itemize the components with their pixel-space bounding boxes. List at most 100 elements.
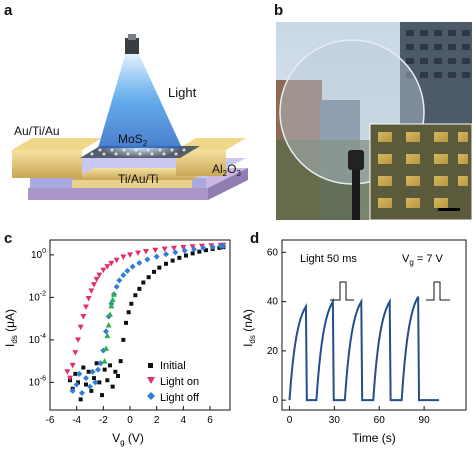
data-point xyxy=(104,264,111,270)
data-point xyxy=(129,301,134,306)
data-point xyxy=(197,249,202,254)
data-point xyxy=(163,251,169,258)
y-axis-label-sub: ds xyxy=(248,335,257,343)
data-point xyxy=(84,382,88,387)
data-point xyxy=(181,247,188,254)
data-point xyxy=(96,272,103,279)
data-point xyxy=(69,362,76,369)
dielectric-label-sub1: 2 xyxy=(223,169,228,178)
data-point xyxy=(146,275,151,280)
data-point xyxy=(69,387,76,394)
dielectric-label-sub2: 3 xyxy=(236,169,241,178)
data-point xyxy=(190,251,195,256)
panel-label-d: d xyxy=(250,230,260,247)
optical-fiber-tip xyxy=(128,34,136,40)
data-point xyxy=(200,245,207,252)
channel-label-main: MoS xyxy=(118,132,143,146)
data-point xyxy=(116,374,120,378)
panel-label-b: b xyxy=(274,2,284,19)
channel-label-sub: 2 xyxy=(143,139,148,148)
data-point xyxy=(64,369,71,375)
gate-voltage-sub: g xyxy=(409,258,413,267)
x-tick-label: -6 xyxy=(46,415,55,426)
data-point xyxy=(91,282,97,288)
x-tick-label: 0 xyxy=(127,415,133,426)
channel-label: MoS2 xyxy=(118,132,148,148)
photo-building-windows xyxy=(406,30,470,78)
data-point xyxy=(109,296,116,302)
x-tick-label: 60 xyxy=(374,415,386,426)
data-point xyxy=(164,261,168,266)
data-point xyxy=(129,263,136,270)
light-pulse-symbol xyxy=(330,281,354,301)
x-axis-label: Time (s) xyxy=(352,431,396,445)
data-point xyxy=(93,276,100,283)
axis-ticks: 0 30 60 90 0 20 40 60 xyxy=(267,247,430,426)
y-tick-label: 100 xyxy=(31,248,46,261)
data-point xyxy=(120,272,127,279)
legend-marker-initial xyxy=(148,363,153,368)
gate-electrode-side xyxy=(72,180,192,188)
data-point xyxy=(78,397,83,402)
legend-marker-light-off xyxy=(147,392,155,400)
electrode-pad-array xyxy=(378,132,468,208)
data-point xyxy=(103,345,109,351)
data-point xyxy=(118,359,123,364)
data-point xyxy=(189,244,196,250)
x-axis-label-main: V xyxy=(112,431,120,445)
panel-b: b xyxy=(270,0,474,225)
left-contact xyxy=(12,138,102,150)
light-label: Light xyxy=(168,85,197,100)
data-point xyxy=(104,332,111,339)
data-point xyxy=(75,337,81,343)
data-point xyxy=(100,393,104,398)
data-point xyxy=(94,361,99,366)
light-annotation: Light 50 ms xyxy=(300,253,357,265)
legend: Initial Light on Light off xyxy=(147,360,200,404)
data-point xyxy=(204,248,208,253)
panel-a: a xyxy=(0,0,270,225)
light-beam xyxy=(98,52,182,148)
y-axis-label-main: I xyxy=(241,344,255,347)
data-point xyxy=(120,254,127,260)
data-point xyxy=(107,311,113,317)
y-tick-label: 10-4 xyxy=(29,333,46,346)
data-point xyxy=(108,363,112,368)
data-point xyxy=(72,350,79,356)
data-point xyxy=(73,381,80,388)
x-axis-label: Vg (V) xyxy=(112,431,144,447)
data-point xyxy=(83,375,89,382)
legend-entry-light-on: Light on xyxy=(160,376,199,388)
data-point xyxy=(81,365,86,370)
gate-voltage-value: = 7 V xyxy=(414,253,444,265)
current-trace xyxy=(288,296,440,402)
data-point xyxy=(102,367,107,372)
data-point xyxy=(89,388,94,393)
x-axis-label-sub: g xyxy=(120,438,124,447)
data-point xyxy=(73,371,78,376)
data-point xyxy=(191,246,197,253)
data-point xyxy=(141,280,146,285)
data-point xyxy=(124,267,131,274)
data-point xyxy=(172,249,179,256)
data-point xyxy=(152,247,159,254)
data-point xyxy=(157,265,162,270)
dielectric-label: Al2O3 xyxy=(212,162,241,178)
data-point xyxy=(152,269,156,274)
data-point xyxy=(133,293,138,298)
dielectric-label-o: O xyxy=(227,162,236,176)
substrate-right xyxy=(208,168,248,200)
data-point xyxy=(110,384,115,389)
y-axis-label-unit: (nA) xyxy=(241,309,255,335)
plot-frame xyxy=(281,239,467,411)
legend-marker-light-on xyxy=(147,377,155,384)
optical-fiber xyxy=(125,38,139,54)
data-point xyxy=(180,244,187,251)
y-axis-label-sub: ds xyxy=(10,335,19,343)
data-point xyxy=(105,378,110,383)
wafer-photograph xyxy=(276,22,473,221)
substrate-side xyxy=(28,188,208,200)
data-point xyxy=(127,252,133,258)
data-point xyxy=(184,253,188,258)
data-point xyxy=(97,380,102,385)
